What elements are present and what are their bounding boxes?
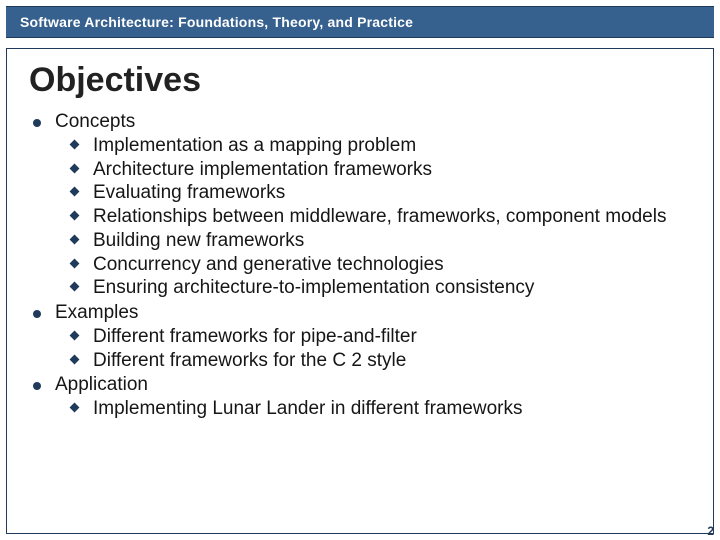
- content-frame: Objectives Concepts Implementation as a …: [6, 48, 714, 534]
- objectives-list: Concepts Implementation as a mapping pro…: [29, 110, 691, 421]
- list-item: Concepts Implementation as a mapping pro…: [29, 110, 691, 300]
- page-number: 2: [707, 524, 714, 538]
- sub-list: Implementing Lunar Lander in different f…: [55, 397, 691, 421]
- sub-list-item: Relationships between middleware, framew…: [55, 205, 691, 229]
- slide-title: Objectives: [29, 61, 691, 100]
- sub-list-item: Different frameworks for pipe-and-filter: [55, 325, 691, 349]
- sub-list-item: Building new frameworks: [55, 229, 691, 253]
- sub-list-item: Architecture implementation frameworks: [55, 158, 691, 182]
- slide: Software Architecture: Foundations, Theo…: [0, 0, 720, 540]
- sub-list-item: Implementing Lunar Lander in different f…: [55, 397, 691, 421]
- list-item-label: Application: [55, 374, 148, 395]
- sub-list: Different frameworks for pipe-and-filter…: [55, 325, 691, 373]
- header-bar: Software Architecture: Foundations, Theo…: [6, 6, 714, 38]
- header-title: Software Architecture: Foundations, Theo…: [20, 14, 413, 30]
- sub-list-item: Implementation as a mapping problem: [55, 134, 691, 158]
- list-item-label: Examples: [55, 302, 138, 323]
- sub-list-item: Evaluating frameworks: [55, 181, 691, 205]
- sub-list-item: Concurrency and generative technologies: [55, 253, 691, 277]
- list-item: Examples Different frameworks for pipe-a…: [29, 301, 691, 372]
- sub-list: Implementation as a mapping problem Arch…: [55, 134, 691, 300]
- sub-list-item: Different frameworks for the C 2 style: [55, 349, 691, 373]
- list-item-label: Concepts: [55, 111, 135, 132]
- sub-list-item: Ensuring architecture-to-implementation …: [55, 276, 691, 300]
- list-item: Application Implementing Lunar Lander in…: [29, 373, 691, 421]
